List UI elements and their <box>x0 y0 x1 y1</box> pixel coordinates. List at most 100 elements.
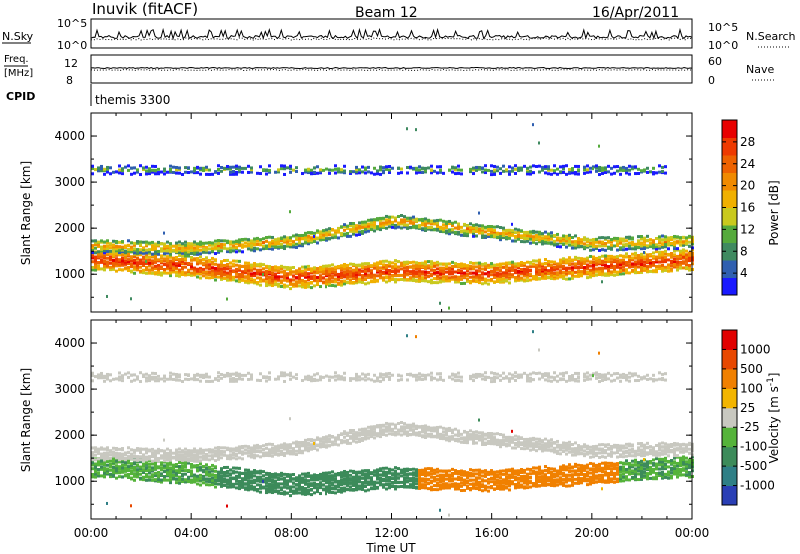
power-cell <box>646 234 649 238</box>
velocity-cell <box>259 455 262 459</box>
velocity-cell <box>268 371 271 375</box>
velocity-cell <box>322 474 325 478</box>
power-cell <box>496 263 499 267</box>
power-cell <box>307 239 310 243</box>
velocity-cell <box>229 485 232 489</box>
power-cell <box>211 271 214 275</box>
y-tick-label: 1000 <box>54 267 85 281</box>
velocity-cell <box>118 460 121 464</box>
velocity-cell <box>151 459 154 463</box>
power-cell <box>520 229 523 233</box>
power-cell <box>193 243 196 247</box>
power-cell <box>118 263 121 267</box>
power-cell <box>361 222 364 226</box>
velocity-cell <box>157 447 160 451</box>
power-cell <box>517 266 520 270</box>
power-cell <box>244 244 247 248</box>
power-cell <box>358 268 361 272</box>
velocity-cell <box>214 452 217 456</box>
power-cell <box>214 242 217 246</box>
velocity-cell <box>187 468 190 472</box>
power-cell <box>232 246 235 250</box>
velocity-cell <box>343 371 346 375</box>
velocity-cell <box>217 453 220 457</box>
power-cell <box>91 166 94 170</box>
power-cell <box>280 244 283 248</box>
power-cell <box>349 266 352 270</box>
power-cell <box>559 170 562 174</box>
power-cell <box>448 306 450 310</box>
power-cell <box>121 268 124 272</box>
power-cell <box>505 235 508 239</box>
power-cell <box>241 272 244 276</box>
power-cell <box>316 230 319 234</box>
velocity-cell <box>334 371 337 375</box>
power-cell <box>118 248 121 252</box>
power-cell <box>166 263 169 267</box>
velocity-cell <box>130 373 133 377</box>
power-cell <box>247 164 250 168</box>
power-cell <box>481 228 484 232</box>
power-cell <box>190 262 193 266</box>
power-cell <box>670 259 673 263</box>
power-cell <box>538 264 541 268</box>
velocity-cell <box>202 373 205 377</box>
power-cell <box>523 230 526 234</box>
power-cell <box>208 241 211 245</box>
power-cell <box>604 170 607 174</box>
power-cell <box>571 246 574 250</box>
power-cell <box>631 258 634 262</box>
power-cell <box>610 247 613 251</box>
velocity-cell <box>247 451 250 455</box>
power-cell <box>445 222 448 226</box>
power-cell <box>190 244 193 248</box>
power-cell <box>568 243 571 247</box>
power-cell <box>607 239 610 243</box>
power-cell <box>373 280 376 284</box>
power-cell <box>331 267 334 271</box>
power-cell <box>364 277 367 281</box>
velocity-cell <box>334 436 337 440</box>
power-cell <box>97 252 100 256</box>
power-cell <box>634 256 637 260</box>
velocity-cell <box>226 374 229 378</box>
power-cell <box>163 263 166 267</box>
velocity-cell <box>292 477 295 481</box>
power-cell <box>676 260 679 264</box>
velocity-cell <box>373 473 376 477</box>
power-cell <box>361 278 364 282</box>
velocity-cell <box>169 458 172 462</box>
velocity-cell <box>127 469 130 473</box>
velocity-cell <box>361 469 364 473</box>
velocity-cell <box>262 453 265 457</box>
power-cell <box>130 250 133 254</box>
power-cell <box>187 242 190 246</box>
velocity-cell <box>124 469 127 473</box>
velocity-cell <box>235 453 238 457</box>
velocity-cell <box>289 417 291 421</box>
power-cell <box>547 168 550 172</box>
power-cell <box>301 272 304 276</box>
velocity-cell <box>301 488 304 492</box>
power-cell <box>217 270 220 274</box>
power-cell <box>517 262 520 266</box>
velocity-cell <box>268 450 271 454</box>
power-cell <box>523 278 526 282</box>
power-cell <box>451 228 454 232</box>
power-cell <box>415 278 418 282</box>
power-cell <box>526 270 529 274</box>
velocity-cell <box>238 445 241 449</box>
power-cell <box>541 264 544 268</box>
velocity-cell <box>322 375 325 379</box>
power-cell <box>214 239 217 243</box>
velocity-cell <box>307 479 310 483</box>
velocity-cell <box>106 453 109 457</box>
power-cell <box>580 257 583 261</box>
power-cell <box>142 271 145 275</box>
velocity-cell <box>133 448 136 452</box>
velocity-cell <box>364 489 367 493</box>
power-cell <box>322 280 325 284</box>
power-cell <box>424 276 427 280</box>
power-cell <box>295 276 298 280</box>
velocity-cell <box>241 484 244 488</box>
